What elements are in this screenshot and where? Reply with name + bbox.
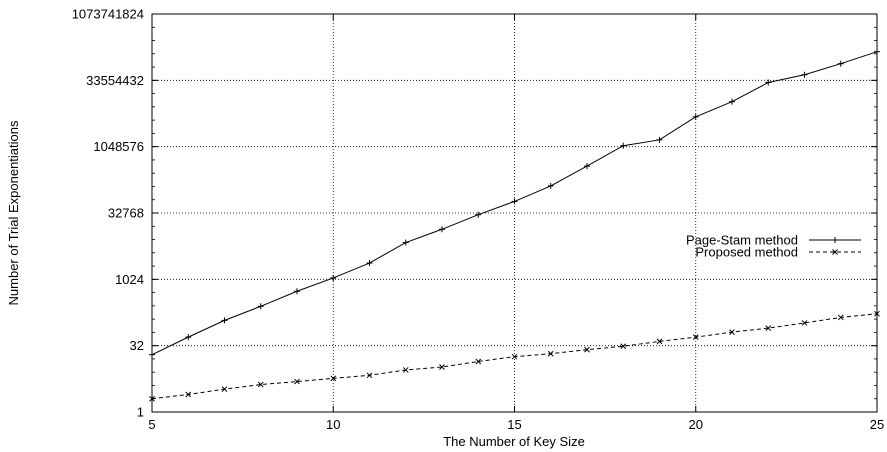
marker-stroke <box>620 343 627 350</box>
data-point <box>511 353 518 360</box>
data-point <box>620 142 627 149</box>
data-point <box>692 113 699 120</box>
x-axis-label: The Number of Key Size <box>443 434 585 449</box>
marker-stroke <box>257 381 264 388</box>
data-point <box>221 317 228 324</box>
grid <box>152 14 877 412</box>
data-point <box>837 60 844 67</box>
cross-marker <box>832 249 838 255</box>
data-point <box>149 395 155 402</box>
data-point <box>874 310 880 317</box>
marker-stroke <box>402 367 409 373</box>
series-proposed <box>149 310 880 402</box>
data-point <box>874 48 880 55</box>
y-tick-label: 1073741824 <box>72 7 144 22</box>
marker-stroke <box>837 314 844 321</box>
data-point <box>366 372 373 379</box>
marker-stroke <box>584 346 590 353</box>
data-point <box>692 334 699 340</box>
marker-stroke <box>765 325 772 331</box>
marker-stroke <box>547 350 554 357</box>
data-point <box>511 198 518 205</box>
marker-stroke <box>185 391 192 398</box>
data-point <box>765 79 772 86</box>
marker-stroke <box>874 310 880 317</box>
marker-stroke <box>692 334 699 340</box>
marker-stroke <box>832 249 838 255</box>
data-point <box>439 226 445 233</box>
data-point <box>439 364 445 370</box>
y-axis-label: Number of Trial Exponentiations <box>6 120 21 305</box>
data-point <box>294 288 300 295</box>
series-page-stam <box>149 48 880 358</box>
marker-stroke <box>294 378 300 385</box>
data-point <box>185 334 192 341</box>
marker-stroke <box>475 358 482 365</box>
data-point <box>257 303 264 310</box>
x-tick-label: 15 <box>507 417 521 432</box>
plus-marker <box>832 237 838 243</box>
data-point <box>402 239 409 246</box>
x-tick-label: 10 <box>326 417 340 432</box>
data-point <box>402 367 409 373</box>
data-point <box>656 136 663 143</box>
y-tick-label: 1024 <box>115 272 144 287</box>
marker-stroke <box>330 375 337 382</box>
data-point <box>547 350 554 357</box>
data-point <box>620 343 627 350</box>
data-point <box>547 182 554 189</box>
data-point <box>729 329 735 335</box>
x-tick-label: 20 <box>689 417 703 432</box>
data-point <box>801 71 808 78</box>
data-point <box>149 351 155 358</box>
data-point <box>221 386 228 393</box>
marker-stroke <box>656 338 663 345</box>
data-point <box>765 325 772 331</box>
x-tick-label: 25 <box>870 417 884 432</box>
data-point <box>294 378 300 385</box>
marker-stroke <box>801 320 808 326</box>
x-axis-ticks: 5 10 15 20 25 <box>148 14 884 432</box>
data-point <box>185 391 192 398</box>
marker-stroke <box>729 329 735 335</box>
y-tick-label: 33554432 <box>86 73 144 88</box>
x-tick-label: 5 <box>148 417 155 432</box>
data-point <box>330 375 337 382</box>
legend-label: Page-Stam method <box>686 233 798 248</box>
y-tick-label: 1048576 <box>93 139 144 154</box>
series-group <box>149 48 880 402</box>
data-point <box>257 381 264 388</box>
legend-label: Proposed method <box>695 245 798 260</box>
data-point <box>801 320 808 326</box>
data-point <box>656 338 663 345</box>
y-tick-label: 32 <box>130 338 144 353</box>
marker-stroke <box>366 372 373 379</box>
data-point <box>475 358 482 365</box>
y-axis-ticks: 1 32 1024 32768 1048576 33554432 1073741824 <box>72 7 877 420</box>
y-tick-label: 32768 <box>108 206 144 221</box>
data-point <box>330 274 337 281</box>
data-point <box>475 211 482 218</box>
y-tick-label: 1 <box>137 405 144 420</box>
marker-stroke <box>511 353 518 360</box>
marker-stroke <box>221 386 228 393</box>
data-point <box>837 314 844 321</box>
data-point <box>584 163 590 170</box>
data-point <box>729 98 735 105</box>
marker-stroke <box>439 364 445 370</box>
data-point <box>584 346 590 353</box>
data-point <box>366 260 373 267</box>
marker-stroke <box>149 395 155 402</box>
